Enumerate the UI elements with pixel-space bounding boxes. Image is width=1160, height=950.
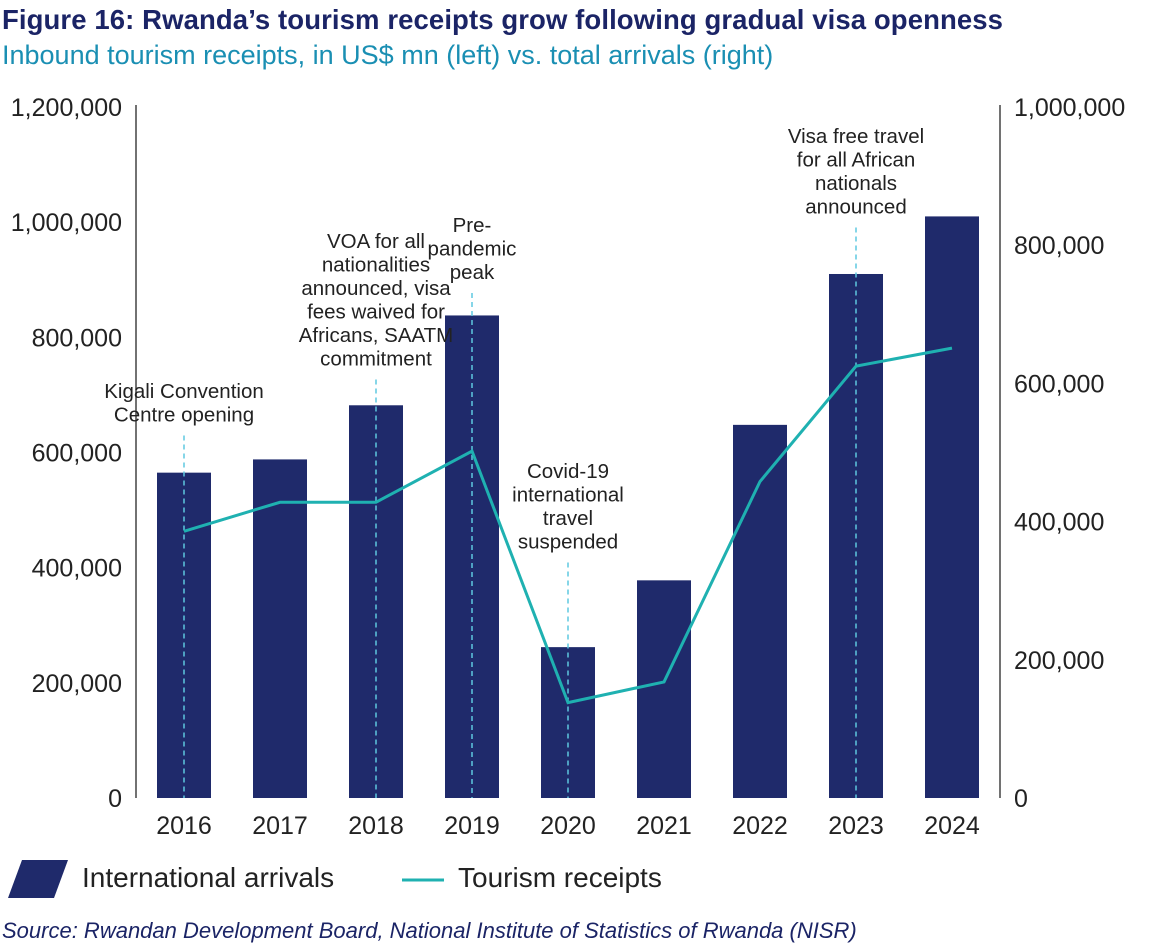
- annotation-text-2018: announced, visa: [301, 277, 451, 300]
- y-left-tick-label: 1,200,000: [11, 94, 122, 122]
- y-right-tick-label: 1,000,000: [1014, 94, 1125, 122]
- legend-label-arrivals: International arrivals: [82, 862, 335, 893]
- y-left-tick-label: 1,000,000: [11, 209, 122, 237]
- annotation-text-2018: fees waived for: [307, 301, 445, 324]
- bar-2021: [637, 580, 691, 798]
- annotation-text-2020: international: [512, 484, 624, 507]
- y-left-tick-label: 400,000: [32, 555, 122, 583]
- chart-subtitle: Inbound tourism receipts, in US$ mn (lef…: [2, 40, 774, 70]
- annotation-text-2018: commitment: [320, 348, 432, 371]
- annotation-text-2019: Pre-: [453, 214, 492, 237]
- annotation-text-2016: Kigali Convention: [104, 380, 264, 403]
- annotation-text-2023: announced: [805, 196, 906, 219]
- x-tick-label: 2019: [444, 812, 500, 840]
- x-tick-label: 2018: [348, 812, 404, 840]
- annotation-text-2023: nationals: [815, 172, 897, 195]
- x-tick-label: 2017: [252, 812, 308, 840]
- y-right-tick-label: 600,000: [1014, 370, 1104, 398]
- y-right-tick-label: 0: [1014, 785, 1028, 813]
- y-right-tick-label: 800,000: [1014, 232, 1104, 260]
- x-tick-label: 2023: [828, 812, 884, 840]
- bar-2022: [733, 424, 787, 798]
- combo-chart: 0 200,000 400,000 600,000 800,000 1,000,000 1,…: [11, 94, 1125, 840]
- y-left-tick-label: 800,000: [32, 324, 122, 352]
- annotation-text-2019: pandemic: [428, 238, 517, 261]
- x-tick-label: 2021: [636, 812, 692, 840]
- annotation-text-2018: VOA for all: [327, 230, 425, 253]
- annotation-text-2020: suspended: [518, 531, 618, 554]
- x-tick-label: 2020: [540, 812, 596, 840]
- y-left-tick-label: 600,000: [32, 440, 122, 468]
- annotation-text-2018: nationalities: [322, 254, 430, 277]
- annotation-text-2023: Visa free travel: [788, 125, 924, 148]
- legend-bar-swatch: [8, 860, 68, 898]
- x-tick-label: 2022: [732, 812, 788, 840]
- y-right-tick-label: 400,000: [1014, 509, 1104, 537]
- annotation-text-2016: Centre opening: [114, 404, 254, 427]
- y-left-tick-label: 200,000: [32, 670, 122, 698]
- annotation-text-2023: for all African: [797, 149, 916, 172]
- legend-label-receipts: Tourism receipts: [458, 862, 662, 893]
- y-left-tick-label: 0: [108, 785, 122, 813]
- bar-2017: [253, 459, 307, 798]
- source-note: Source: Rwandan Development Board, Natio…: [2, 918, 857, 943]
- annotation-text-2019: peak: [450, 261, 495, 284]
- chart-title: Figure 16: Rwanda’s tourism receipts gro…: [2, 4, 1004, 35]
- x-tick-label: 2016: [156, 812, 212, 840]
- x-tick-label: 2024: [924, 812, 980, 840]
- line-tourism-receipts: [183, 346, 953, 705]
- annotation-text-2020: Covid-19: [527, 460, 609, 483]
- y-right-tick-label: 200,000: [1014, 647, 1104, 675]
- legend-line-swatch: [402, 878, 444, 882]
- annotation-text-2018: Africans, SAATM: [299, 324, 454, 347]
- bar-2024: [925, 216, 979, 799]
- annotation-text-2020: travel: [543, 507, 593, 530]
- bar-2020: [541, 647, 595, 798]
